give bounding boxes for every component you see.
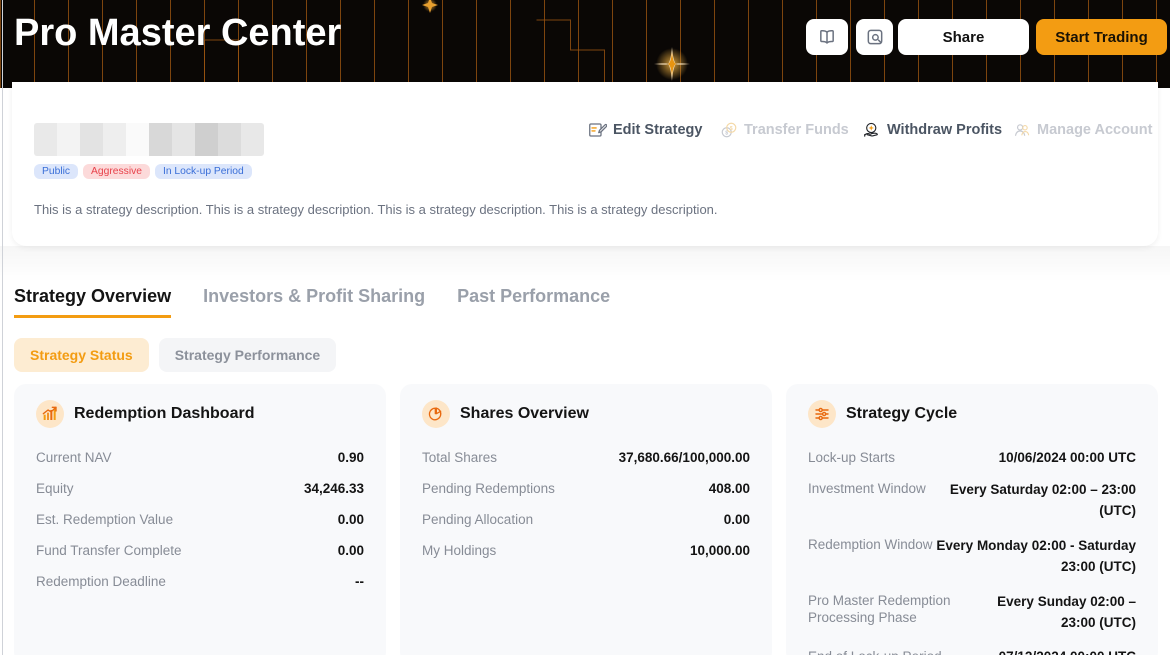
svg-text:$: $ bbox=[730, 126, 733, 132]
svg-text:$: $ bbox=[725, 131, 728, 137]
